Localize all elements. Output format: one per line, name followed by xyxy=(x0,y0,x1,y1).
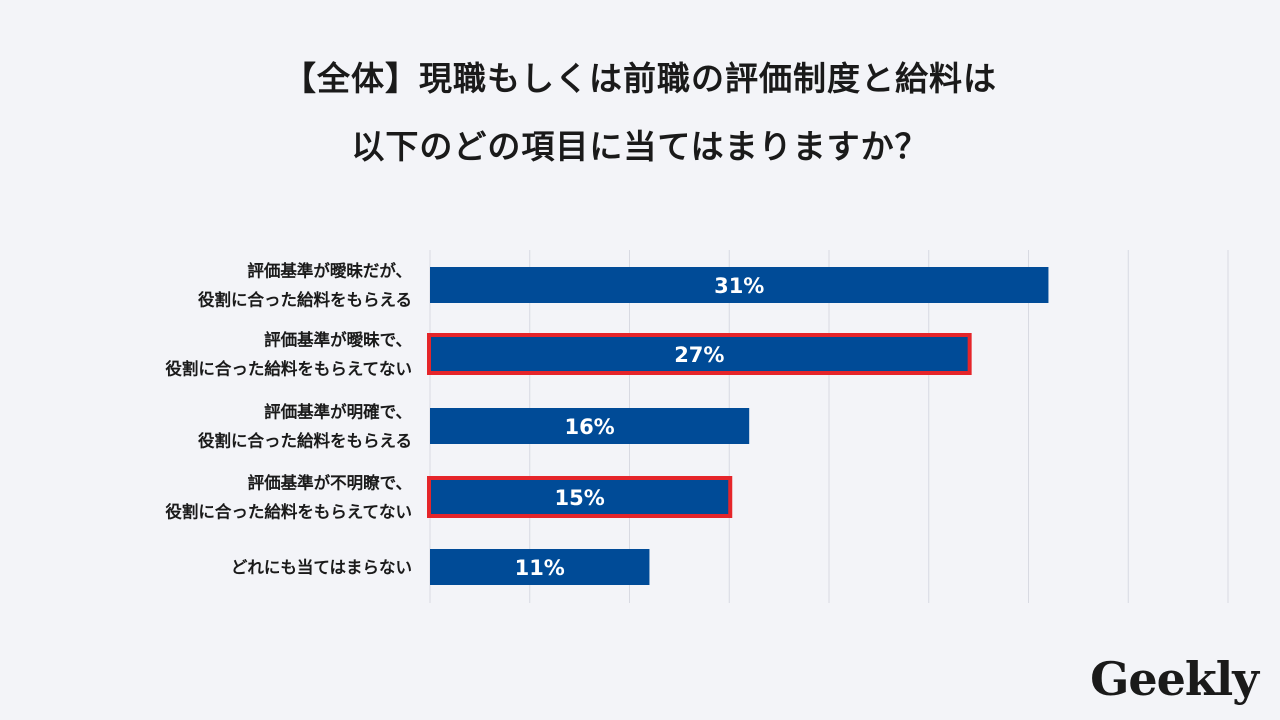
chart-title-line-2: 以下のどの項目に当てはまりますか？ xyxy=(351,127,929,166)
category-label: 評価基準が不明瞭で、 xyxy=(248,473,412,493)
category-label: 役割に合った給料をもらえる xyxy=(198,431,412,451)
bar xyxy=(430,549,650,585)
category-label: 評価基準が明確で、 xyxy=(264,402,412,422)
category-label: 評価基準が曖昧だが、 xyxy=(247,261,412,281)
category-label: 役割に合った給料をもらえてない xyxy=(165,359,412,379)
bar-highlight-frame xyxy=(427,333,972,375)
bar-value-label: 31% xyxy=(714,274,764,298)
bar xyxy=(430,408,750,444)
bar-highlight-frame xyxy=(427,476,733,518)
bar-value-label: 16% xyxy=(564,415,614,439)
bar-value-label: 27% xyxy=(674,343,724,367)
bar xyxy=(430,479,730,515)
category-label: 役割に合った給料をもらえる xyxy=(198,290,412,310)
category-label: 役割に合った給料をもらえてない xyxy=(165,502,412,522)
category-label: 評価基準が曖昧で、 xyxy=(264,330,412,350)
bar xyxy=(430,336,969,372)
chart-title-line-1: 【全体】現職もしくは前職の評価制度と給料は xyxy=(283,59,997,98)
bar-value-label: 15% xyxy=(554,486,604,510)
bar xyxy=(430,267,1049,303)
geekly-logo: Geekly xyxy=(1090,652,1259,706)
category-label: どれにも当てはまらない xyxy=(231,557,412,577)
bar-chart: 31%評価基準が曖昧だが、役割に合った給料をもらえる27%評価基準が曖昧で、役割… xyxy=(165,250,1229,603)
bar-value-label: 11% xyxy=(515,556,565,580)
